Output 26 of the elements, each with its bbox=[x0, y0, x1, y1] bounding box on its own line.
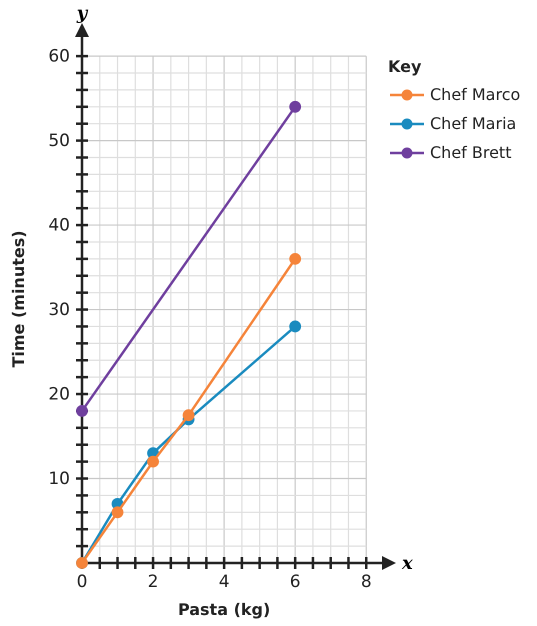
legend-label: Chef Maria bbox=[430, 114, 516, 133]
point bbox=[147, 456, 159, 468]
y-tick-label: 50 bbox=[48, 131, 70, 152]
point bbox=[76, 405, 88, 417]
x-tick-label: 6 bbox=[290, 572, 301, 592]
point bbox=[112, 506, 124, 518]
legend-label: Chef Marco bbox=[430, 85, 520, 104]
x-axis-title: Pasta (kg) bbox=[178, 600, 270, 619]
y-tick-label: 20 bbox=[48, 384, 70, 404]
x-tick-label: 4 bbox=[218, 572, 230, 592]
x-tick-label: 2 bbox=[148, 572, 158, 592]
y-tick-label: 30 bbox=[48, 300, 70, 320]
y-axis-title: Time (minutes) bbox=[9, 230, 28, 368]
legend-label: Chef Brett bbox=[430, 143, 512, 162]
point bbox=[182, 409, 195, 422]
x-tick-label: 8 bbox=[360, 572, 372, 592]
text: y bbox=[76, 3, 89, 24]
text: x bbox=[401, 553, 413, 574]
x-tick-label: 0 bbox=[76, 572, 88, 592]
point bbox=[289, 252, 302, 265]
y-tick-label: 40 bbox=[48, 216, 70, 236]
point bbox=[289, 100, 302, 113]
legend-title: Key bbox=[388, 57, 422, 76]
point bbox=[289, 320, 302, 332]
y-tick-label: 10 bbox=[48, 468, 70, 489]
y-tick-label: 60 bbox=[48, 46, 70, 67]
